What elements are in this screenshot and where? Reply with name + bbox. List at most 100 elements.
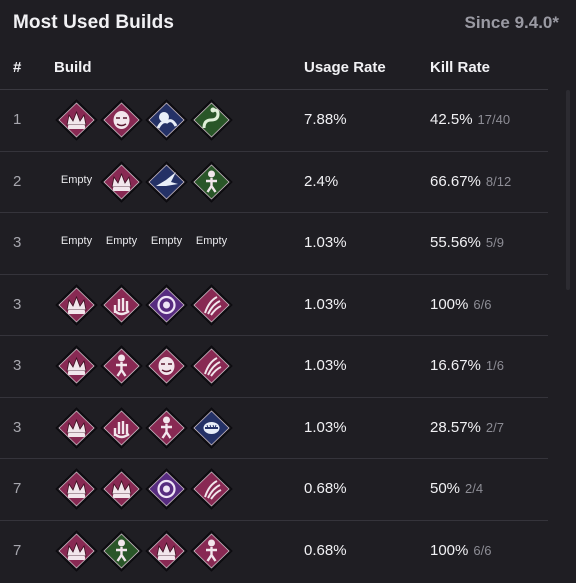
usage-rate: 1.03%: [304, 234, 347, 251]
build-perks: Empty: [54, 160, 234, 204]
header-divider: [0, 89, 548, 90]
build-perks: [54, 283, 234, 327]
kill-rate: 42.5% 17/40: [430, 111, 510, 128]
crown-icon[interactable]: [99, 467, 144, 511]
table-row[interactable]: 1 7.88% 42.5% 17/40: [0, 90, 548, 152]
usage-rate: 0.68%: [304, 480, 347, 497]
crown-icon[interactable]: [54, 406, 99, 450]
table-row[interactable]: 7 0.68% 50% 2/4: [0, 459, 548, 521]
table-row[interactable]: 7 0.68% 100% 6/6: [0, 521, 548, 583]
row-rank: 3: [13, 357, 22, 374]
column-header-kill-rate[interactable]: Kill Rate: [430, 59, 491, 76]
panel-header: Most Used Builds Since 9.4.0*: [0, 0, 576, 48]
figure-icon[interactable]: [99, 344, 144, 388]
table-row[interactable]: 2 Empty 2.4% 66.67% 8/12: [0, 152, 548, 213]
crown-icon[interactable]: [144, 529, 189, 573]
kill-rate-ratio: 2/7: [485, 419, 504, 435]
usage-rate: 1.03%: [304, 418, 347, 436]
row-rank: 3: [13, 234, 22, 251]
kill-rate-ratio: 1/6: [485, 358, 504, 373]
kill-rate-percent: 55.56%: [430, 234, 481, 251]
kill-rate-percent: 16.67%: [430, 357, 481, 374]
kill-rate-ratio: 6/6: [473, 296, 492, 312]
crown-icon[interactable]: [54, 98, 99, 142]
kill-rate-percent: 66.67%: [430, 172, 481, 190]
build-perks: [54, 344, 234, 388]
usage-rate: 7.88%: [304, 111, 347, 128]
empty-perk-label: Empty: [150, 235, 183, 247]
table-row[interactable]: 3 Empty Empty Empty Empty 1.03% 55.56% 5/9: [0, 213, 548, 275]
usage-rate: 1.03%: [304, 357, 347, 374]
bird-icon[interactable]: [144, 160, 189, 204]
kill-rate: 28.57% 2/7: [430, 419, 504, 436]
claw-icon[interactable]: [189, 283, 234, 327]
builds-table-body: 1 7.88% 42.5% 17/40 2 Empty 2.4% 66.67% 8/12 3 Emp…: [0, 90, 548, 582]
row-rank: 7: [13, 541, 22, 559]
kill-rate-ratio: 6/6: [473, 542, 492, 558]
claw-icon[interactable]: [189, 344, 234, 388]
kill-rate: 100% 6/6: [430, 296, 491, 313]
build-perks: [54, 467, 234, 511]
kill-rate: 55.56% 5/9: [430, 234, 504, 251]
hand-icon[interactable]: [99, 283, 144, 327]
empty-perk-label: Empty: [60, 173, 93, 186]
crown-icon[interactable]: [54, 344, 99, 388]
table-row[interactable]: 3 1.03% 28.57% 2/7: [0, 398, 548, 459]
empty-perk-label: Empty: [60, 235, 93, 247]
kill-rate-percent: 100%: [430, 295, 469, 313]
kill-rate: 100% 6/6: [430, 542, 491, 559]
scrollbar[interactable]: [566, 90, 570, 290]
version-since-label: Since 9.4.0*: [464, 13, 559, 32]
face-icon[interactable]: [99, 98, 144, 142]
row-rank: 7: [13, 480, 22, 497]
build-perks: [54, 406, 234, 450]
hands-icon[interactable]: [144, 98, 189, 142]
usage-rate: 1.03%: [304, 295, 347, 313]
empty-perk-label: Empty: [105, 235, 138, 247]
kill-rate: 50% 2/4: [430, 480, 483, 497]
figure-icon[interactable]: [189, 160, 234, 204]
empty-perk-slot[interactable]: Empty: [144, 221, 189, 265]
figure-icon[interactable]: [189, 529, 234, 573]
crown-icon[interactable]: [54, 467, 99, 511]
row-rank: 2: [13, 172, 22, 190]
figure-icon[interactable]: [99, 529, 144, 573]
panel-title: Most Used Builds: [13, 12, 175, 33]
empty-perk-label: Empty: [195, 235, 228, 247]
usage-rate: 2.4%: [304, 172, 339, 190]
kill-rate-percent: 28.57%: [430, 418, 481, 436]
table-row[interactable]: 3 1.03% 16.67% 1/6: [0, 336, 548, 398]
mouth-icon[interactable]: [189, 406, 234, 450]
claw-icon[interactable]: [189, 467, 234, 511]
crown-icon[interactable]: [54, 283, 99, 327]
empty-perk-slot[interactable]: Empty: [54, 221, 99, 265]
kill-rate-ratio: 2/4: [465, 481, 484, 496]
serpent-icon[interactable]: [189, 98, 234, 142]
crown-icon[interactable]: [54, 529, 99, 573]
column-header-usage-rate[interactable]: Usage Rate: [304, 59, 386, 76]
table-row[interactable]: 3 1.03% 100% 6/6: [0, 275, 548, 336]
kill-rate-ratio: 8/12: [485, 173, 512, 189]
crown-icon[interactable]: [99, 160, 144, 204]
face-icon[interactable]: [144, 344, 189, 388]
swirl-icon[interactable]: [144, 467, 189, 511]
column-header-build[interactable]: Build: [54, 59, 92, 76]
build-perks: [54, 98, 234, 142]
kill-rate: 66.67% 8/12: [430, 173, 511, 190]
row-rank: 3: [13, 295, 22, 313]
build-perks: Empty Empty Empty Empty: [54, 221, 234, 265]
swirl-icon[interactable]: [144, 283, 189, 327]
kill-rate-percent: 42.5%: [430, 111, 473, 128]
figure-icon[interactable]: [144, 406, 189, 450]
row-rank: 3: [13, 418, 22, 436]
kill-rate: 16.67% 1/6: [430, 357, 504, 374]
column-header-rank[interactable]: #: [13, 59, 22, 76]
kill-rate-percent: 100%: [430, 541, 469, 559]
kill-rate-ratio: 17/40: [477, 112, 511, 127]
kill-rate-percent: 50%: [430, 480, 461, 497]
empty-perk-slot[interactable]: Empty: [189, 221, 234, 265]
empty-perk-slot[interactable]: Empty: [99, 221, 144, 265]
hand-icon[interactable]: [99, 406, 144, 450]
empty-perk-slot[interactable]: Empty: [54, 160, 99, 204]
